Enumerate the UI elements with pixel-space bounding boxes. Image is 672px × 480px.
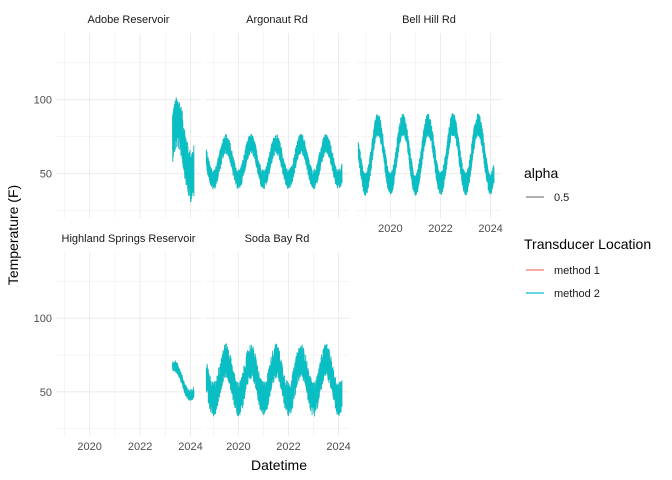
- panel-highland-springs-reservoir: Highland Springs Reservoir 50 100 2020 2022 2…: [34, 233, 203, 453]
- x-tick-label: 2022: [276, 441, 300, 453]
- series-line-method-2: [172, 360, 195, 401]
- x-tick-label: 2022: [128, 441, 152, 453]
- legend-label-method-2: method 2: [554, 288, 600, 300]
- y-tick-label: 50: [40, 169, 52, 181]
- panel-soda-bay-rd: Soda Bay Rd 2020 2022 2024: [205, 233, 351, 453]
- x-tick-label: 2020: [378, 223, 402, 235]
- panel-adobe-reservoir: Adobe Reservoir 50 100: [34, 14, 201, 218]
- series-line-method-2: [357, 113, 495, 196]
- facet-strip-label: Adobe Reservoir: [88, 14, 170, 26]
- x-tick-label: 2022: [428, 223, 452, 235]
- x-tick-label: 2024: [178, 441, 202, 453]
- y-tick-label: 100: [34, 313, 52, 325]
- legend-label-alpha: 0.5: [554, 192, 569, 204]
- panel-bell-hill-rd: Bell Hill Rd 2020 2022 2024: [357, 14, 503, 235]
- series-line-method-2: [172, 97, 195, 203]
- facet-strip-label: Bell Hill Rd: [402, 14, 456, 26]
- series-line-method-2: [205, 343, 343, 417]
- y-axis-title: Temperature (F): [5, 185, 21, 285]
- facet-strip-label: Highland Springs Reservoir: [62, 233, 196, 245]
- panel-grid: [56, 33, 201, 218]
- legend: alpha 0.5 Transducer Location method 1 metho…: [524, 165, 651, 300]
- legend-title-transducer-location: Transducer Location: [524, 236, 651, 252]
- x-tick-label: 2020: [226, 441, 250, 453]
- legend-title-alpha: alpha: [524, 165, 558, 181]
- legend-label-method-1: method 1: [554, 265, 600, 277]
- y-tick-label: 50: [40, 387, 52, 399]
- x-tick-label: 2020: [77, 441, 101, 453]
- panel-grid: [205, 33, 349, 218]
- x-axis-title: Datetime: [251, 457, 307, 473]
- y-tick-label: 100: [34, 95, 52, 107]
- series-line-method-2: [205, 133, 343, 190]
- facet-strip-label: Argonaut Rd: [246, 14, 308, 26]
- facet-strip-label: Soda Bay Rd: [245, 233, 310, 245]
- x-tick-label: 2024: [326, 441, 350, 453]
- panel-grid: [56, 252, 201, 436]
- panel-argonaut-rd: Argonaut Rd: [205, 14, 349, 218]
- x-tick-label: 2024: [478, 223, 502, 235]
